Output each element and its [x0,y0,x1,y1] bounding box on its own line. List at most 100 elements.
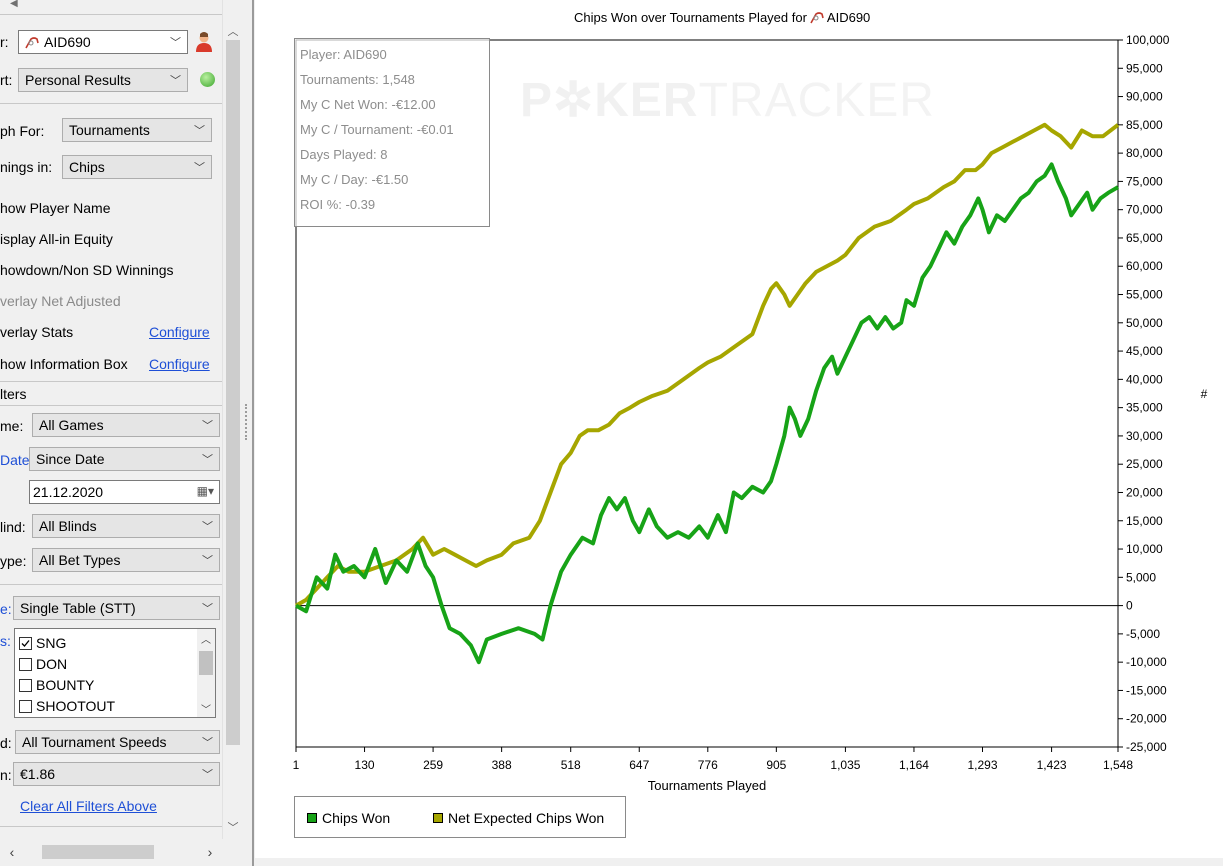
chevron-down-icon: ﹀ [170,75,181,87]
option-show-player-name[interactable]: how Player Name [0,200,111,216]
legend-swatch [307,813,317,823]
table-type-select[interactable]: Single Table (STT) ﹀ [13,596,220,620]
y-tick-label: 20,000 [1126,485,1163,499]
list-item[interactable]: DON [19,656,67,672]
y-tick-label: 80,000 [1126,146,1163,160]
table-type-label: e: [0,601,12,617]
list-scrollbar[interactable]: ︿ ﹀ [197,629,215,717]
settings-panel: ◀ r: AID690 ﹀ rt: Personal Results ﹀ ph … [0,0,222,866]
game-select[interactable]: All Games ﹀ [32,413,220,437]
checkbox-checked[interactable] [19,636,32,650]
date-input[interactable]: 21.12.2020 ▦▾ [29,480,220,504]
chart-title-text: Chips Won over Tournaments Played for [574,10,807,25]
series-line-chips-won [295,162,1120,665]
player-site-icon [810,11,824,24]
player-site-icon [25,36,39,49]
panel-top-edge: ◀ [0,0,222,15]
report-row: rt: [0,66,12,94]
tournament-types-list[interactable]: SNG DON BOUNTY SHOOTOUT ︿ ﹀ [14,628,216,718]
blind-select[interactable]: All Blinds ﹀ [32,514,220,538]
calendar-icon[interactable]: ▦▾ [196,484,214,498]
y-tick-label: -25,000 [1126,740,1167,754]
list-item[interactable]: SHOOTOUT [19,698,115,714]
winnings-row: nings in: [0,153,52,181]
checkbox[interactable] [19,699,32,713]
panel-splitter[interactable] [242,0,255,866]
legend-item-net-expected: Net Expected Chips Won [433,810,604,826]
configure-info-box-link[interactable]: Configure [149,356,210,372]
buyin-value: €1.86 [20,766,56,782]
chevron-right-icon[interactable]: › [207,844,213,860]
buyin-label: n: [0,767,12,783]
divider [0,405,222,406]
checkbox[interactable] [19,678,32,692]
report-label: rt: [0,72,13,88]
player-row: r: [0,28,9,56]
option-display-all-in-equity[interactable]: isplay All-in Equity [0,231,113,247]
x-tick-label: 776 [698,758,718,772]
y-tick-label: 90,000 [1126,90,1163,104]
divider [0,826,222,827]
checkbox[interactable] [19,657,32,671]
date-input-value: 21.12.2020 [33,484,104,500]
table-type-value: Single Table (STT) [20,600,136,616]
configure-overlay-stats-link[interactable]: Configure [149,324,210,340]
y-tick-label: 55,000 [1126,288,1163,302]
splitter-grip[interactable] [245,404,249,440]
info-per-tournament: My C / Tournament: -€0.01 [300,122,454,137]
clear-all-filters-link[interactable]: Clear All Filters Above [20,798,157,814]
blind-value: All Blinds [39,518,97,534]
option-overlay-stats[interactable]: verlay Stats [0,324,74,340]
y-tick-label: -15,000 [1126,683,1167,697]
panel-scroll-thumb[interactable] [226,40,240,745]
user-icon[interactable] [194,31,214,53]
chevron-down-icon: ﹀ [202,603,213,615]
player-select[interactable]: AID690 ﹀ [18,30,188,54]
graph-for-select[interactable]: Tournaments ﹀ [62,118,212,142]
type-label: SHOOTOUT [36,698,116,714]
type-label: BOUNTY [36,677,95,693]
x-tick-label: 1,293 [967,758,997,772]
y-tick-label: 45,000 [1126,344,1163,358]
speed-select[interactable]: All Tournament Speeds ﹀ [15,730,220,754]
chart-legend: Chips Won Net Expected Chips Won [294,796,626,838]
scroll-left-icon[interactable]: ◀ [10,0,18,9]
winnings-select[interactable]: Chips ﹀ [62,155,212,179]
refresh-status-icon[interactable] [200,72,215,87]
legend-label: Net Expected Chips Won [448,810,605,826]
info-days-played: Days Played: 8 [300,147,388,162]
chevron-up-icon[interactable]: ︿ [201,635,211,646]
panel-horizontal-scrollbar[interactable]: ‹ › [0,839,242,866]
type-label: DON [36,656,68,672]
legend-item-chips-won: Chips Won [307,810,390,826]
chevron-down-icon: ﹀ [202,521,213,533]
list-item[interactable]: BOUNTY [19,677,94,693]
info-player: Player: AID690 [300,47,387,62]
list-item[interactable]: SNG [19,635,66,651]
bettype-select[interactable]: All Bet Types ﹀ [32,548,220,572]
panel-vertical-scrollbar[interactable]: ︿ ﹀ [222,0,243,846]
bettype-label: ype: [0,553,27,569]
chart-title-player: AID690 [826,10,871,25]
option-show-information-box[interactable]: how Information Box [0,356,128,372]
list-scroll-thumb[interactable] [199,651,213,675]
chevron-down-icon[interactable]: ﹀ [201,705,211,716]
panel-hscroll-thumb[interactable] [42,845,154,859]
graph-for-label: ph For: [0,123,45,139]
y-tick-label: 30,000 [1126,429,1163,443]
y-tick-label: 95,000 [1126,61,1163,75]
chevron-down-icon[interactable]: ﹀ [227,822,239,834]
y-tick-label: 50,000 [1126,316,1163,330]
date-select[interactable]: Since Date ﹀ [29,447,220,471]
chevron-up-icon[interactable]: ︿ [227,26,239,38]
x-tick-label: 1,548 [1103,758,1133,772]
x-tick-label: 1,423 [1037,758,1067,772]
option-showdown-winnings[interactable]: howdown/Non SD Winnings [0,262,174,278]
report-select[interactable]: Personal Results ﹀ [18,68,188,92]
chevron-left-icon[interactable]: ‹ [9,844,15,860]
y-tick-label: -5,000 [1126,627,1160,641]
bettype-value: All Bet Types [39,552,121,568]
y-tick-label: 15,000 [1126,514,1163,528]
speed-label: d: [0,735,12,751]
buyin-select[interactable]: €1.86 ﹀ [13,762,220,786]
